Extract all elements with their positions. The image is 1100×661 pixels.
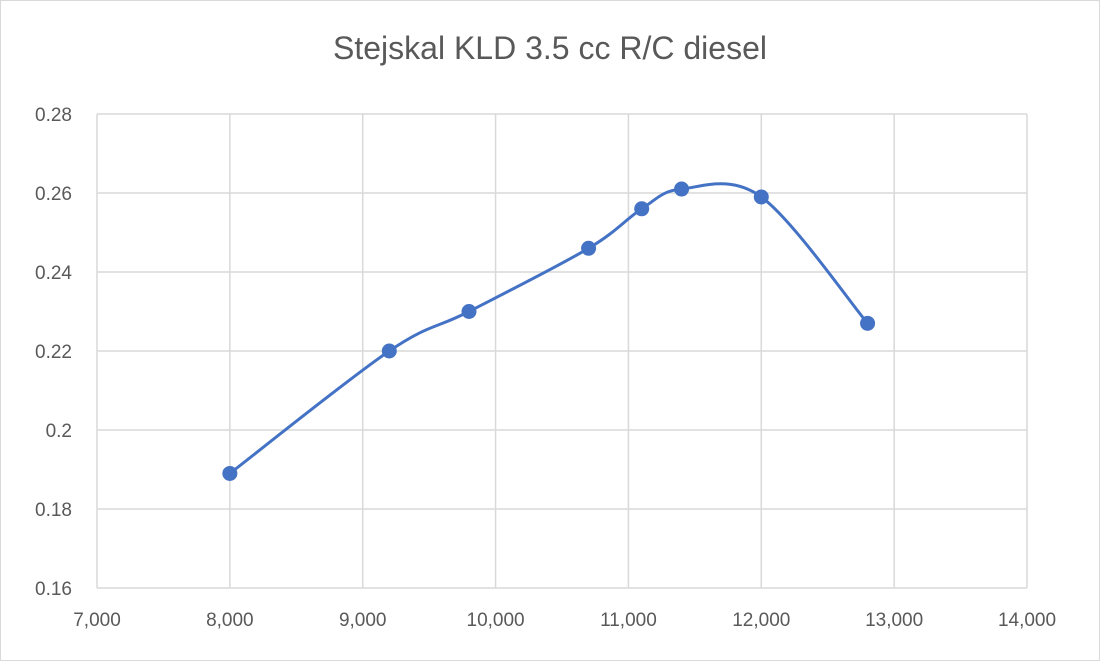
- x-tick-label: 7,000: [73, 610, 121, 631]
- x-tick-label: 11,000: [600, 610, 657, 631]
- data-point: [461, 304, 477, 319]
- x-tick-labels: 7,000 8,000 9,000 10,000 11,000 12,000 13,000 1…: [73, 610, 1056, 631]
- x-tick-label: 8,000: [206, 610, 254, 631]
- data-point: [581, 240, 597, 256]
- y-tick-label: 0.28: [35, 105, 72, 126]
- y-tick-label: 0.18: [35, 500, 72, 521]
- x-tick-label: 10,000: [467, 610, 525, 631]
- x-tick-label: 12,000: [732, 610, 790, 631]
- data-point: [222, 465, 238, 481]
- data-point: [753, 189, 769, 205]
- data-point: [634, 201, 650, 217]
- grid-lines: [96, 113, 1028, 589]
- y-tick-label: 0.2: [46, 421, 72, 442]
- series-group: [222, 181, 876, 481]
- y-tick-label: 0.22: [35, 342, 72, 363]
- y-tick-label: 0.16: [35, 579, 72, 600]
- data-point: [674, 181, 690, 197]
- data-point: [860, 315, 876, 331]
- x-tick-label: 13,000: [865, 610, 923, 631]
- data-point: [381, 343, 397, 359]
- x-tick-label: 14,000: [998, 610, 1056, 631]
- x-tick-label: 9,000: [339, 610, 387, 631]
- y-tick-label: 0.24: [35, 263, 72, 284]
- y-tick-label: 0.26: [35, 184, 72, 205]
- chart-title: Stejskal KLD 3.5 cc R/C diesel: [333, 30, 767, 66]
- y-tick-labels: 0.16 0.18 0.2 0.22 0.24 0.26 0.28: [35, 105, 72, 600]
